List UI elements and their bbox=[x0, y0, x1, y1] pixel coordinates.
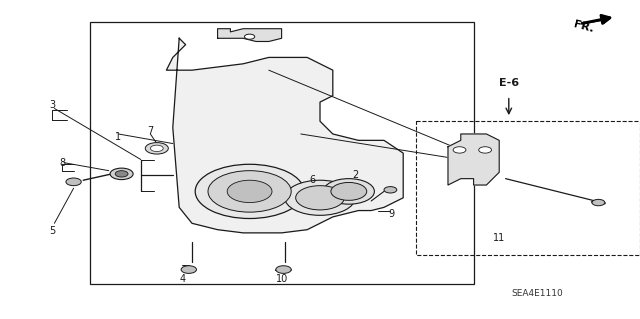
Circle shape bbox=[181, 266, 196, 273]
Circle shape bbox=[384, 187, 397, 193]
Circle shape bbox=[479, 147, 492, 153]
Bar bbox=[416, 121, 640, 255]
Text: 2: 2 bbox=[352, 170, 358, 181]
Circle shape bbox=[592, 199, 605, 206]
Circle shape bbox=[285, 180, 355, 215]
Circle shape bbox=[244, 34, 255, 39]
Text: 6: 6 bbox=[309, 175, 316, 185]
Text: FR.: FR. bbox=[573, 20, 595, 34]
Text: 4: 4 bbox=[179, 274, 186, 284]
Text: 9: 9 bbox=[388, 209, 395, 219]
Circle shape bbox=[208, 171, 291, 212]
Circle shape bbox=[276, 266, 291, 273]
Circle shape bbox=[150, 145, 163, 152]
Circle shape bbox=[453, 147, 466, 153]
Circle shape bbox=[227, 180, 272, 203]
Circle shape bbox=[66, 178, 81, 186]
Circle shape bbox=[296, 186, 344, 210]
Circle shape bbox=[115, 171, 128, 177]
Circle shape bbox=[145, 143, 168, 154]
Polygon shape bbox=[218, 29, 282, 41]
Text: 3: 3 bbox=[49, 100, 56, 110]
Text: 10: 10 bbox=[275, 274, 288, 284]
Bar bbox=[90, 22, 474, 284]
Circle shape bbox=[323, 179, 374, 204]
Text: 1: 1 bbox=[115, 132, 122, 142]
Circle shape bbox=[331, 182, 367, 200]
Circle shape bbox=[195, 164, 304, 219]
Polygon shape bbox=[448, 134, 499, 185]
Text: SEA4E1110: SEA4E1110 bbox=[512, 289, 563, 298]
Circle shape bbox=[110, 168, 133, 180]
Polygon shape bbox=[166, 38, 403, 233]
Text: E-6: E-6 bbox=[499, 78, 519, 88]
Text: 7: 7 bbox=[147, 126, 154, 136]
Text: 8: 8 bbox=[59, 158, 65, 168]
Text: 11: 11 bbox=[493, 233, 506, 243]
Text: 5: 5 bbox=[49, 226, 56, 236]
